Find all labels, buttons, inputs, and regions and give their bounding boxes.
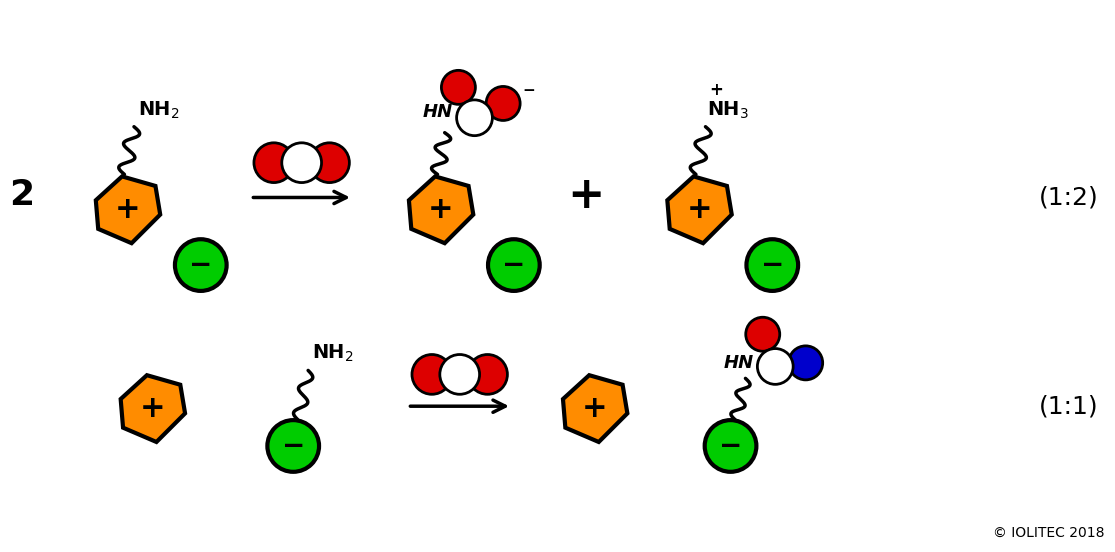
Text: +: +: [428, 195, 454, 224]
Text: +: +: [582, 394, 608, 423]
Circle shape: [411, 354, 452, 394]
Circle shape: [442, 70, 475, 104]
Circle shape: [705, 420, 756, 472]
Circle shape: [788, 346, 823, 380]
Text: HN: HN: [724, 354, 754, 372]
Text: −: −: [522, 83, 535, 98]
Polygon shape: [409, 177, 473, 243]
Text: +: +: [139, 394, 165, 423]
Text: NH$_2$: NH$_2$: [138, 99, 180, 121]
Text: NH$_3$: NH$_3$: [708, 99, 749, 121]
Circle shape: [746, 239, 798, 291]
Circle shape: [488, 239, 540, 291]
Text: −: −: [719, 432, 743, 460]
Polygon shape: [96, 177, 161, 243]
Circle shape: [746, 317, 779, 351]
Circle shape: [254, 143, 293, 183]
Circle shape: [310, 143, 349, 183]
Circle shape: [175, 239, 226, 291]
Circle shape: [457, 100, 493, 136]
Text: +: +: [709, 81, 724, 99]
Circle shape: [268, 420, 319, 472]
Circle shape: [282, 143, 321, 183]
Text: (1:2): (1:2): [1038, 185, 1098, 209]
Polygon shape: [120, 375, 185, 442]
Circle shape: [439, 354, 479, 394]
Text: −: −: [190, 251, 212, 279]
Polygon shape: [668, 177, 731, 243]
Text: NH$_2$: NH$_2$: [312, 343, 353, 364]
Text: +: +: [115, 195, 140, 224]
Text: (1:1): (1:1): [1039, 394, 1098, 418]
Circle shape: [486, 87, 520, 120]
Text: −: −: [760, 251, 784, 279]
Polygon shape: [563, 375, 628, 442]
Text: 2: 2: [9, 178, 35, 213]
Circle shape: [757, 348, 793, 384]
Circle shape: [467, 354, 507, 394]
Text: −: −: [502, 251, 525, 279]
Text: +: +: [568, 174, 605, 217]
Text: © IOLITEC 2018: © IOLITEC 2018: [992, 526, 1104, 539]
Text: HN: HN: [423, 103, 453, 121]
Text: +: +: [687, 195, 712, 224]
Text: −: −: [282, 432, 304, 460]
